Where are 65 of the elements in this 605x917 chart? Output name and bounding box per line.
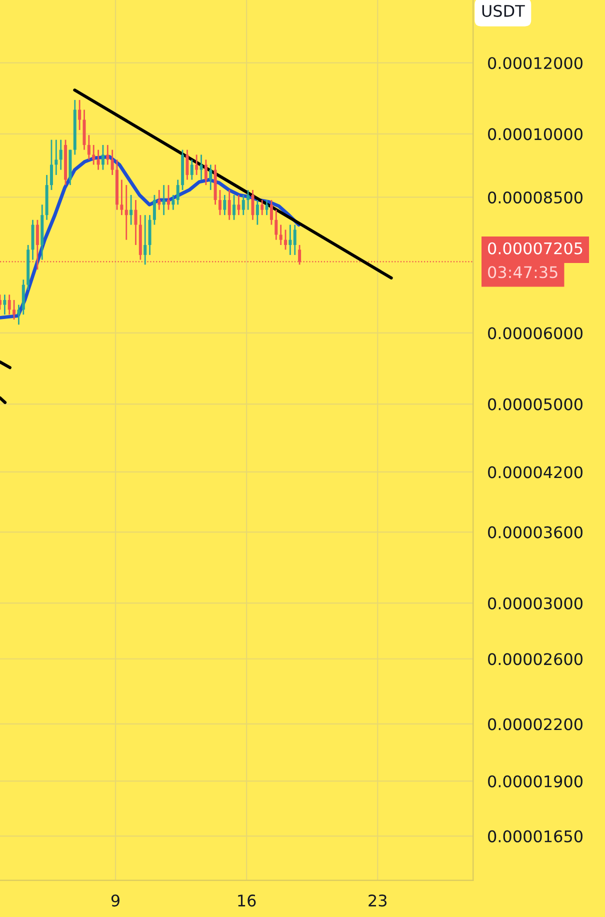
candlestick bbox=[186, 149, 189, 180]
candlestick bbox=[190, 158, 194, 180]
candlestick bbox=[130, 194, 133, 226]
y-tick-label: 0.00003600 bbox=[488, 526, 582, 538]
candlestick bbox=[59, 139, 62, 170]
candlestick bbox=[260, 199, 264, 216]
ref-line-label: 0.00007205 bbox=[488, 242, 582, 254]
candlestick bbox=[242, 194, 245, 216]
candlestick bbox=[167, 184, 170, 211]
y-tick-label: 0.00001900 bbox=[488, 775, 582, 788]
candlestick bbox=[3, 294, 6, 316]
candlestick bbox=[134, 199, 138, 246]
text: USDT bbox=[482, 4, 525, 17]
y-tick-label: 0.00012000 bbox=[488, 57, 582, 70]
candlestick bbox=[8, 294, 11, 316]
candlestick bbox=[265, 199, 268, 216]
candlestick bbox=[293, 224, 296, 256]
x-tick-label: 16 bbox=[238, 894, 256, 907]
y-tick-label: 0.00002600 bbox=[488, 653, 582, 666]
candlestick bbox=[256, 199, 259, 226]
x-tick-label: 23 bbox=[368, 894, 387, 907]
candlestick bbox=[96, 149, 100, 170]
candlestick bbox=[204, 158, 208, 186]
candlestick bbox=[101, 144, 104, 170]
candlestick bbox=[106, 144, 110, 166]
candlestick bbox=[78, 99, 82, 131]
y-tick-label: 0.00005000 bbox=[488, 398, 582, 410]
candlestick bbox=[110, 149, 114, 176]
candlestick bbox=[270, 199, 273, 226]
candlestick bbox=[54, 139, 58, 176]
candlestick bbox=[50, 139, 53, 191]
y-tick-label: 0.00003000 bbox=[488, 597, 582, 610]
candlestick bbox=[124, 184, 128, 241]
candlestick bbox=[209, 164, 212, 191]
candlestick bbox=[288, 224, 292, 256]
y-tick-label: 0.00002200 bbox=[488, 718, 582, 730]
candlestick bbox=[200, 154, 203, 180]
candlestick bbox=[176, 179, 180, 206]
candlestick bbox=[172, 194, 175, 211]
candlestick bbox=[274, 209, 278, 241]
y-tick-label: 0.00006000 bbox=[488, 327, 582, 340]
candlestick bbox=[17, 304, 20, 326]
x-tick-label: 9 bbox=[111, 894, 120, 907]
candlestick bbox=[12, 299, 16, 320]
candlestick bbox=[195, 154, 198, 176]
y-tick-label: 0.00010000 bbox=[488, 128, 582, 140]
candlestick bbox=[162, 184, 166, 216]
y-tick-label: 0.00001650 bbox=[488, 830, 582, 842]
text: 03:47:35 bbox=[488, 266, 558, 278]
candlestick bbox=[87, 134, 90, 160]
y-tick-label: 0.00004200 bbox=[488, 466, 582, 478]
candlestick bbox=[232, 194, 236, 221]
y-tick-label: 0.00008500 bbox=[488, 191, 582, 204]
candlestick bbox=[218, 189, 222, 216]
candlestick bbox=[284, 229, 288, 250]
candlestick bbox=[120, 179, 124, 216]
candlestick bbox=[228, 189, 231, 221]
candlestick bbox=[144, 214, 147, 266]
candlestick bbox=[92, 144, 96, 166]
candlestick bbox=[246, 189, 250, 211]
candlestick bbox=[237, 194, 240, 216]
candlestick bbox=[223, 194, 226, 216]
candlestick bbox=[158, 189, 161, 211]
candlestick bbox=[152, 194, 156, 226]
candlestick bbox=[279, 224, 282, 246]
